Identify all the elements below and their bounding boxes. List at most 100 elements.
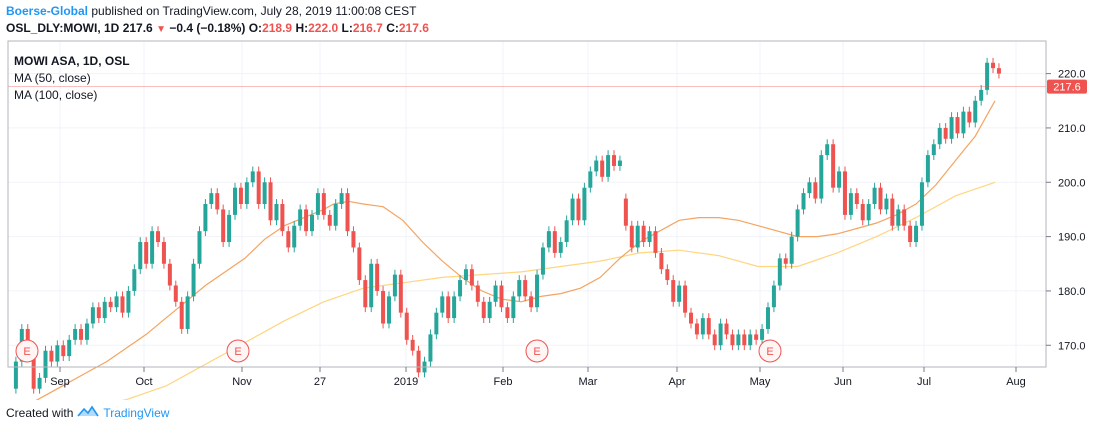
price-axis[interactable]: 170.0 180.0 190.0 200.0 210.0 220.0 [1046, 69, 1086, 353]
symbol-ohlc-line: OSL_DLY:MOWI, 1D 217.6 ▼ −0.4 (−0.18%) O… [6, 21, 429, 35]
candle-down [612, 155, 617, 166]
ma50-line [35, 100, 996, 400]
candle-down [215, 193, 220, 210]
candle-down [410, 339, 415, 351]
y-tick-label: 170.0 [1058, 340, 1086, 352]
candle-down [694, 323, 699, 335]
candle-down [416, 350, 421, 373]
created-with-text: Created with [6, 405, 74, 420]
x-tick-label: Nov [232, 376, 252, 388]
close-label: C: [386, 21, 399, 35]
earnings-marker: E [758, 339, 782, 363]
time-axis[interactable]: Sep Oct Nov 27 2019 Feb Mar Apr May Jun Jul Aug [50, 367, 1026, 388]
earnings-marker-label: E [23, 346, 30, 358]
candle-up [452, 296, 457, 319]
candle-up [801, 193, 806, 210]
x-tick-label: May [750, 376, 771, 388]
candle-down [967, 111, 972, 123]
legend-ma50: MA (50, close) [14, 71, 91, 85]
candle-down [653, 231, 658, 253]
candle-up [546, 231, 551, 248]
candle-up [765, 307, 770, 329]
candle-down [363, 280, 368, 308]
candle-down [179, 301, 184, 329]
candle-down [576, 198, 581, 221]
legend-ma100: MA (100, close) [14, 88, 97, 102]
published-text: published on TradingView.com, July 28, 2… [91, 4, 417, 18]
publisher-name[interactable]: Boerse-Global [6, 4, 89, 18]
down-arrow-icon: ▼ [156, 24, 166, 35]
x-tick-label: Aug [1006, 376, 1026, 388]
candle-up [114, 296, 119, 308]
candle-down [327, 214, 332, 226]
high-label: H: [295, 21, 309, 35]
candle-down [144, 242, 149, 264]
candle-down [706, 318, 711, 335]
last-price: 217.6 [122, 21, 153, 35]
candle-up [825, 144, 830, 156]
candle-down [724, 323, 729, 335]
candle-up [138, 242, 143, 270]
candle-up [937, 127, 942, 145]
candle-up [564, 220, 569, 243]
candle-down [529, 296, 534, 308]
earnings-marker-circle [758, 339, 782, 363]
x-tick-label: 2019 [394, 376, 418, 388]
x-tick-label: 27 [314, 376, 326, 388]
candle-down [268, 182, 273, 221]
candle-up [150, 231, 155, 264]
candle-down [31, 356, 36, 389]
candle-up [203, 204, 208, 232]
candle-up [517, 280, 522, 297]
candle-up [428, 334, 433, 362]
candle-down [712, 334, 717, 346]
candle-down [600, 160, 605, 177]
y-tick-label: 190.0 [1058, 232, 1086, 244]
candle-down [304, 209, 309, 232]
candle-up [848, 193, 853, 215]
candle-down [156, 231, 161, 243]
candle-down [221, 209, 226, 243]
candle-up [807, 182, 812, 194]
candle-up [333, 204, 338, 226]
candle-down [351, 231, 356, 248]
candle-down [860, 204, 865, 221]
candle-down [908, 225, 913, 243]
candle-up [718, 323, 723, 346]
candle-up [132, 269, 137, 291]
candle-down [955, 117, 960, 134]
candle-down [783, 258, 788, 264]
x-tick-label: Apr [668, 376, 685, 388]
candle-up [84, 323, 89, 340]
candle-up [440, 296, 445, 313]
legend-title: MOWI ASA, 1D, OSL [14, 54, 130, 68]
candle-down [345, 193, 350, 232]
candle-up [309, 214, 314, 232]
candle-down [878, 187, 883, 210]
candle-up [558, 242, 563, 253]
candle-down [161, 242, 166, 264]
y-tick-label: 180.0 [1058, 286, 1086, 298]
candle-up [896, 209, 901, 226]
price-chart[interactable]: 217.6 170.0 180.0 190.0 200.0 210.0 220.0 Sep… [0, 0, 1100, 400]
candle-down [623, 198, 628, 226]
candle-up [819, 155, 824, 199]
y-tick-label: 210.0 [1058, 123, 1086, 135]
ma100-line [121, 181, 996, 400]
candle-up [700, 318, 705, 335]
candle-down [381, 290, 386, 324]
candle-down [280, 204, 285, 232]
candle-up [493, 285, 498, 302]
x-tick-label: Oct [135, 376, 152, 388]
candle-up [487, 301, 492, 319]
earnings-marker-label: E [766, 346, 773, 358]
last-price-tag-text: 217.6 [1053, 82, 1081, 94]
last-price-line: 217.6 [8, 79, 1087, 94]
candle-up [209, 193, 214, 204]
candle-down [238, 187, 243, 204]
ma50-path [35, 100, 996, 400]
candle-up [931, 144, 936, 156]
candle-down [742, 334, 747, 346]
tradingview-link[interactable]: TradingView [103, 405, 170, 420]
